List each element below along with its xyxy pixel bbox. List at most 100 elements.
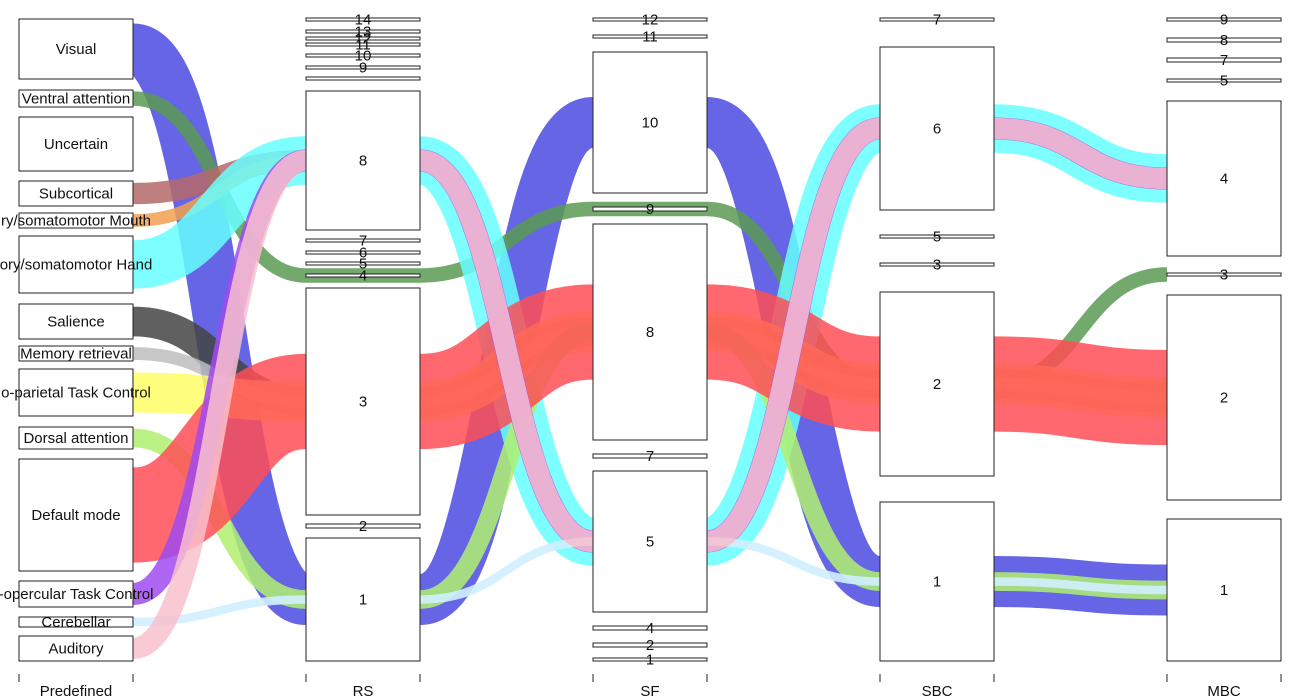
node-label-predefined-6: Salience	[47, 314, 105, 331]
node-label-rs-4: 10	[355, 48, 372, 65]
node-predefined-10	[18, 458, 134, 572]
node-rs-4	[305, 53, 421, 58]
node-sbc-3	[879, 262, 995, 267]
node-label-predefined-8: o-parietal Task Control	[1, 385, 151, 402]
nodes-layer: Visual Ventral attention Uncertain Subcorti…	[0, 12, 1282, 669]
node-label-mbc-3: 5	[1220, 73, 1228, 90]
node-rs-9	[305, 250, 421, 255]
node-label-predefined-2: Uncertain	[44, 136, 108, 153]
node-mbc-2	[1166, 57, 1282, 63]
node-rs-3	[305, 42, 421, 47]
node-label-predefined-3: Subcortical	[39, 186, 113, 203]
node-label-mbc-5: 3	[1220, 267, 1228, 284]
node-label-sf-6: 5	[646, 534, 654, 551]
axis-label-predefined: Predefined	[40, 683, 113, 700]
node-label-mbc-1: 8	[1220, 32, 1228, 49]
node-sbc-2	[879, 234, 995, 239]
node-rs-7	[305, 90, 421, 231]
node-sf-2	[592, 51, 708, 194]
node-label-predefined-10: Default mode	[31, 507, 120, 524]
node-mbc-5	[1166, 272, 1282, 277]
node-sf-0	[592, 17, 708, 22]
node-label-rs-12: 3	[359, 394, 367, 411]
node-predefined-2	[18, 116, 134, 172]
axis-label-sf: SF	[640, 683, 659, 700]
node-label-rs-8: 7	[359, 233, 367, 250]
node-mbc-6	[1166, 294, 1282, 501]
node-sbc-5	[879, 501, 995, 662]
node-mbc-0	[1166, 17, 1282, 22]
node-predefined-3	[18, 180, 134, 207]
axis-label-sbc: SBC	[922, 683, 953, 700]
node-label-predefined-5: ory/somatomotor Hand	[0, 257, 152, 274]
node-label-sbc-4: 2	[933, 376, 941, 393]
node-predefined-12	[18, 616, 134, 628]
node-rs-11	[305, 273, 421, 278]
node-label-sf-0: 12	[642, 12, 659, 29]
node-label-rs-10: 5	[359, 256, 367, 273]
node-sf-4	[592, 223, 708, 441]
node-label-predefined-1: Ventral attention	[22, 91, 130, 108]
node-rs-6	[305, 76, 421, 81]
node-label-sf-4: 8	[646, 324, 654, 341]
node-label-rs-13: 2	[359, 518, 367, 535]
node-sf-1	[592, 34, 708, 39]
node-label-sf-8: 2	[646, 637, 654, 654]
node-label-sbc-5: 1	[933, 574, 941, 591]
node-sbc-1	[879, 46, 995, 211]
node-label-rs-11: 4	[359, 268, 367, 285]
node-mbc-3	[1166, 78, 1282, 83]
node-label-sbc-0: 7	[933, 12, 941, 29]
node-label-sf-9: 1	[646, 652, 654, 669]
node-label-sf-2: 10	[642, 115, 659, 132]
node-rs-2	[305, 36, 421, 41]
node-label-sf-7: 4	[646, 620, 654, 637]
node-label-predefined-9: Dorsal attention	[23, 430, 128, 447]
node-label-predefined-11: -opercular Task Control	[0, 586, 153, 603]
node-predefined-1	[18, 89, 134, 108]
node-rs-8	[305, 238, 421, 243]
node-rs-13	[305, 523, 421, 529]
axis-label-mbc: MBC	[1207, 683, 1241, 700]
node-label-sbc-1: 6	[933, 121, 941, 138]
node-sbc-4	[879, 291, 995, 477]
node-sf-3	[592, 206, 708, 212]
node-label-rs-5: 9	[359, 60, 367, 77]
node-label-sf-3: 9	[646, 201, 654, 218]
node-label-sf-5: 7	[646, 448, 654, 465]
node-rs-0	[305, 17, 421, 22]
node-label-mbc-7: 1	[1220, 582, 1228, 599]
node-predefined-0	[18, 18, 134, 80]
node-label-mbc-4: 4	[1220, 171, 1228, 188]
node-label-predefined-0: Visual	[56, 41, 97, 58]
node-label-mbc-6: 2	[1220, 390, 1228, 407]
node-predefined-5	[18, 235, 134, 294]
node-label-mbc-0: 9	[1220, 12, 1228, 29]
node-predefined-9	[18, 426, 134, 450]
node-sf-5	[592, 453, 708, 459]
node-rs-14	[305, 537, 421, 662]
node-label-rs-3: 11	[355, 37, 371, 54]
node-rs-10	[305, 261, 421, 266]
node-sf-6	[592, 470, 708, 613]
node-sf-9	[592, 657, 708, 662]
node-label-rs-7: 8	[359, 153, 367, 170]
node-predefined-6	[18, 303, 134, 340]
node-label-sbc-3: 3	[933, 257, 941, 274]
node-rs-5	[305, 65, 421, 70]
axis-layer: Predefined RS SF SBC MBC	[18, 674, 1282, 700]
node-label-predefined-7: Memory retrieval	[20, 346, 132, 363]
axis-label-rs: RS	[353, 683, 374, 700]
node-label-predefined-13: Auditory	[48, 641, 104, 658]
node-predefined-11	[18, 580, 134, 608]
node-mbc-1	[1166, 37, 1282, 43]
node-sf-8	[592, 642, 708, 648]
node-sbc-0	[879, 17, 995, 22]
node-label-rs-9: 6	[359, 245, 367, 262]
node-label-rs-0: 14	[355, 12, 372, 29]
node-mbc-4	[1166, 100, 1282, 257]
node-predefined-13	[18, 635, 134, 662]
node-label-sbc-2: 5	[933, 229, 941, 246]
node-predefined-7	[18, 345, 134, 362]
